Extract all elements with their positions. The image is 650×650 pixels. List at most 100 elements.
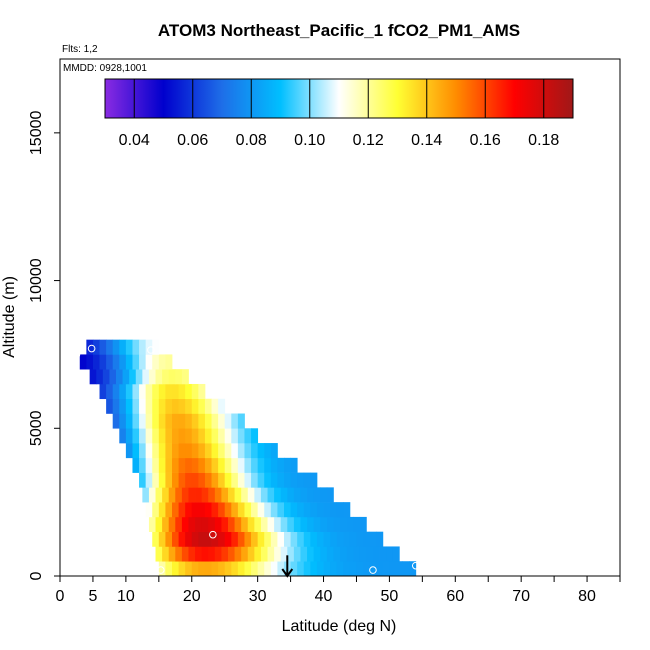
curtain-cell [162,516,170,532]
curtain-cell [214,487,222,503]
curtain-cell [221,516,229,532]
curtain-cell [326,516,334,532]
curtain-cell [165,413,173,429]
curtain-cell [191,383,199,400]
curtain-cell [204,561,212,577]
x-axis-label: Latitude (deg N) [282,618,397,635]
curtain-cell [218,398,226,414]
curtain-cell [224,443,232,459]
curtain-cell [204,531,212,547]
x-tick-label: 70 [512,588,530,605]
curtain-cell [307,516,315,532]
curtain-cell [260,516,268,532]
curtain-cell [185,457,193,473]
curtain-cell [330,502,338,518]
curtain-cell [92,354,100,370]
curtain-cell [270,502,278,518]
curtain-cell [356,561,364,577]
curtain-cell [148,516,156,532]
curtain-cell [251,502,259,518]
curtain-cell [132,443,140,459]
y-axis-label: Altitude (m) [1,276,18,358]
curtain-cell [376,531,384,547]
curtain-cell [152,502,160,518]
sample-marker [157,566,165,574]
curtain-cell [310,472,318,488]
curtain-cell [218,531,226,547]
y-tick-label: 10000 [28,258,45,303]
curtain-cell [369,561,377,577]
curtain-cell [178,443,186,459]
curtain-cell [241,516,249,532]
curtain-cell [158,413,166,429]
curtain-cell [290,502,298,518]
curtain-cell [185,413,193,429]
curtain-cell [132,383,140,400]
x-tick-label: 40 [315,588,333,605]
curtain-cell [165,443,173,459]
x-tick-label: 5 [88,588,97,605]
curtain-cell [139,339,147,355]
curtain-cell [155,369,163,385]
curtain-cell [257,443,265,459]
curtain-cell [162,487,170,503]
curtain-cell [165,472,173,488]
curtain-cell [204,502,212,518]
curtain-cell [139,443,147,459]
curtain-cell [191,531,199,547]
curtain-cell [139,354,147,370]
x-tick-label: 10 [117,588,135,605]
curtain-cell [257,457,265,473]
curtain-cell [320,516,328,532]
curtain-cell [191,561,199,577]
curtain-cell [191,472,199,488]
curtain-cell [218,561,226,577]
curtain-cell [290,531,298,547]
curtain-layer [79,339,417,577]
curtain-cell [139,428,147,444]
curtain-cell [109,369,117,385]
curtain-cell [231,531,239,547]
curtain-cell [145,472,153,488]
curtain-cell [191,413,199,429]
curtain-cell [336,502,344,518]
curtain-cell [112,383,120,400]
curtain-cell [185,472,193,488]
curtain-cell [195,487,203,503]
curtain-cell [172,531,179,547]
curtain-cell [218,472,226,488]
curtain-cell [152,428,160,444]
curtain-cell [336,531,344,547]
curtain-cell [277,561,285,577]
curtain-cell [181,487,189,503]
curtain-cell [396,561,403,577]
curtain-cell [145,443,153,459]
curtain-cell [152,383,160,400]
curtain-cell [293,487,301,503]
curtain-cell [148,369,156,385]
curtain-cell [221,487,229,503]
curtain-cell [303,561,311,577]
curtain-cell [162,369,170,385]
curtain-cell [313,546,321,562]
curtain-cell [181,369,189,385]
curtain-cell [228,516,235,532]
curtain-cell [211,531,219,547]
curtain-cell [125,443,133,459]
curtain-cell [340,516,347,532]
curtain-cell [251,457,259,473]
curtain-cell [274,487,282,503]
curtain-cell [211,561,219,577]
curtain-cell [343,561,351,577]
curtain-cell [191,443,199,459]
curtain-cell [158,383,166,400]
curtain-cell [158,531,166,547]
curtain-cell [366,546,374,562]
curtain-cell [145,398,153,414]
curtain-cell [214,516,222,532]
curtain-cell [323,561,331,577]
curtain-cell [330,531,338,547]
curtain-cell [251,561,259,577]
curtain-cell [119,339,127,355]
curtain-cell [152,531,160,547]
